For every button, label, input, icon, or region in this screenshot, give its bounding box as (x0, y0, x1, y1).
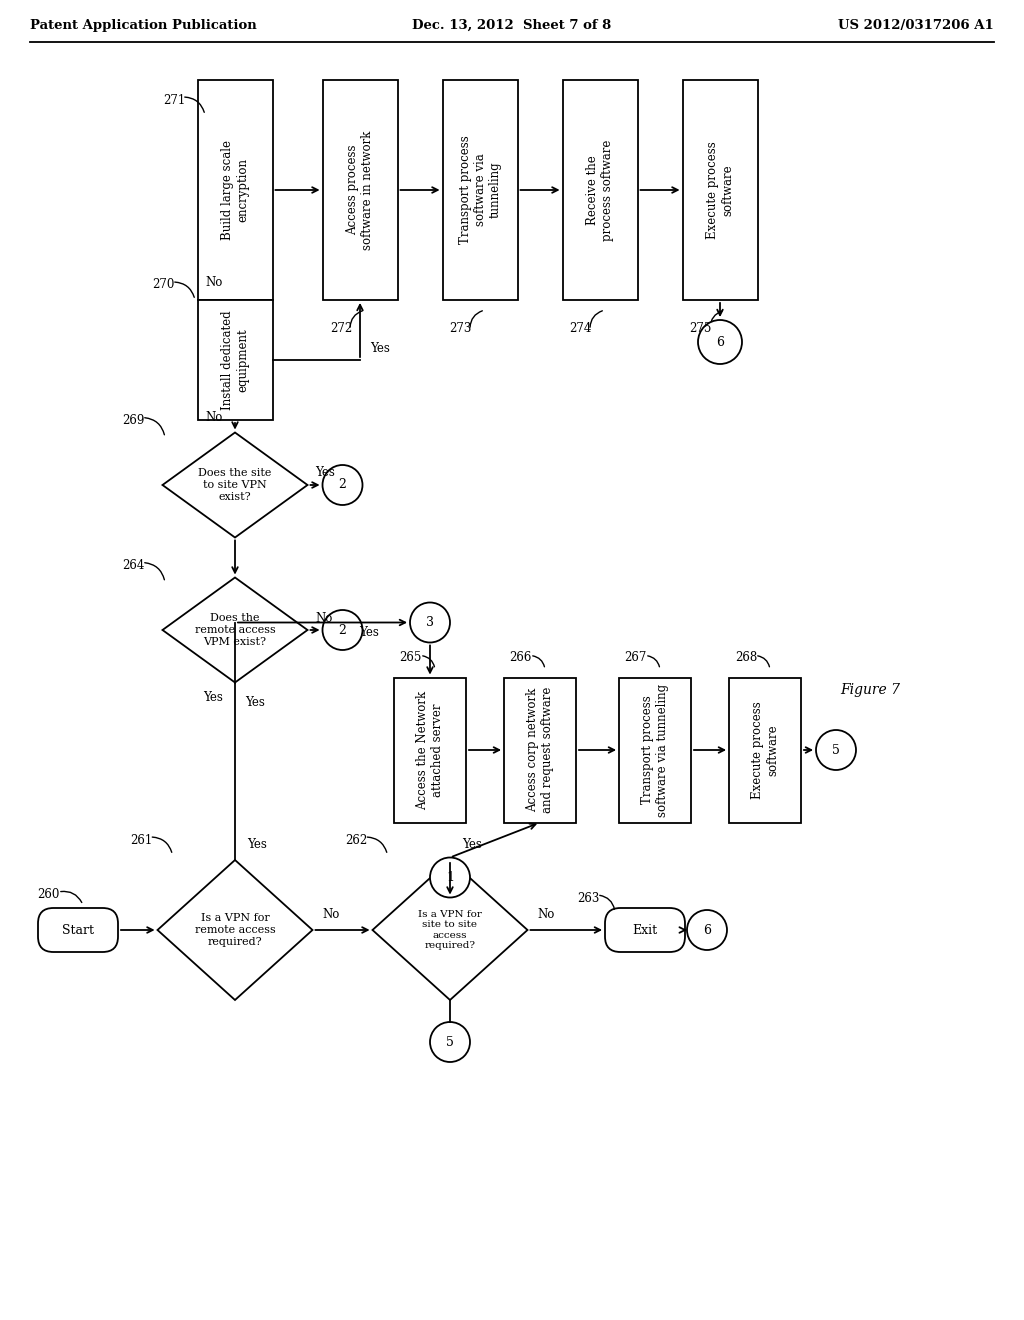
Bar (562, 81, 638, 300)
Text: Access process
software in network: Access process software in network (346, 131, 374, 249)
Bar (683, 81, 758, 300)
Text: 271: 271 (163, 94, 185, 107)
Text: Yes: Yes (315, 466, 336, 479)
Text: Start: Start (62, 924, 94, 936)
Text: 265: 265 (399, 651, 422, 664)
Text: 275: 275 (689, 322, 712, 334)
Bar (198, 300, 272, 420)
Bar (504, 677, 575, 822)
Bar (198, 81, 272, 300)
Bar (729, 677, 801, 822)
Text: 260: 260 (38, 888, 60, 902)
Bar (442, 81, 517, 300)
Text: Execute process
software: Execute process software (706, 141, 734, 239)
Text: Transport process
software via
tunneling: Transport process software via tunneling (459, 136, 502, 244)
Text: Dec. 13, 2012  Sheet 7 of 8: Dec. 13, 2012 Sheet 7 of 8 (413, 18, 611, 32)
Text: Yes: Yes (245, 696, 265, 709)
Text: Build large scale
encryption: Build large scale encryption (221, 140, 249, 240)
Bar (323, 81, 397, 300)
Text: 263: 263 (578, 891, 600, 904)
Circle shape (323, 465, 362, 506)
Text: 261: 261 (130, 833, 153, 846)
Polygon shape (373, 861, 527, 1001)
Text: Patent Application Publication: Patent Application Publication (30, 18, 257, 32)
Polygon shape (158, 861, 312, 1001)
Text: No: No (206, 411, 223, 424)
Text: Install dedicated
equipment: Install dedicated equipment (221, 310, 249, 409)
Text: 2: 2 (339, 479, 346, 491)
Text: 264: 264 (123, 558, 145, 572)
Text: 273: 273 (450, 322, 472, 334)
Circle shape (430, 858, 470, 898)
Text: 267: 267 (625, 651, 647, 664)
Text: Receive the
process software: Receive the process software (586, 140, 614, 240)
Polygon shape (163, 578, 307, 682)
Circle shape (430, 1022, 470, 1063)
Text: 5: 5 (446, 1035, 454, 1048)
Text: 3: 3 (426, 616, 434, 630)
Text: No: No (538, 908, 555, 921)
Text: 266: 266 (510, 651, 532, 664)
Text: No: No (206, 276, 223, 289)
FancyBboxPatch shape (38, 908, 118, 952)
Text: Execute process
software: Execute process software (751, 701, 779, 799)
Text: Yes: Yes (462, 838, 482, 851)
Text: 6: 6 (703, 924, 711, 936)
Text: 272: 272 (330, 322, 352, 334)
Text: 270: 270 (153, 279, 175, 292)
Text: Yes: Yes (247, 838, 267, 851)
Text: Access the Network
attached server: Access the Network attached server (416, 690, 444, 809)
Text: 2: 2 (339, 623, 346, 636)
Circle shape (687, 909, 727, 950)
Text: US 2012/0317206 A1: US 2012/0317206 A1 (839, 18, 994, 32)
Circle shape (698, 319, 742, 364)
Text: 5: 5 (833, 743, 840, 756)
Text: 262: 262 (345, 833, 368, 846)
Text: 269: 269 (123, 414, 145, 426)
Polygon shape (163, 433, 307, 537)
Text: Access corp network
and request software: Access corp network and request software (526, 686, 554, 813)
Bar (618, 677, 691, 822)
Text: Is a VPN for
site to site
access
required?: Is a VPN for site to site access require… (418, 909, 482, 950)
Text: Figure 7: Figure 7 (840, 682, 900, 697)
Text: Does the
remote access
VPM exist?: Does the remote access VPM exist? (195, 614, 275, 647)
Text: Yes: Yes (203, 690, 223, 704)
Text: Transport process
software via tunneling: Transport process software via tunneling (641, 684, 669, 817)
Circle shape (816, 730, 856, 770)
FancyBboxPatch shape (605, 908, 685, 952)
Text: Does the site
to site VPN
exist?: Does the site to site VPN exist? (199, 469, 271, 502)
Text: 1: 1 (446, 871, 454, 884)
Circle shape (323, 610, 362, 649)
Text: No: No (315, 611, 333, 624)
Text: Yes: Yes (359, 626, 379, 639)
Text: Yes: Yes (370, 342, 390, 355)
Text: 274: 274 (569, 322, 592, 334)
Circle shape (410, 602, 450, 643)
Text: Exit: Exit (633, 924, 657, 936)
Text: 268: 268 (735, 651, 757, 664)
Text: Is a VPN for
remote access
required?: Is a VPN for remote access required? (195, 913, 275, 946)
Bar (394, 677, 466, 822)
Text: No: No (323, 908, 340, 921)
Text: 6: 6 (716, 335, 724, 348)
